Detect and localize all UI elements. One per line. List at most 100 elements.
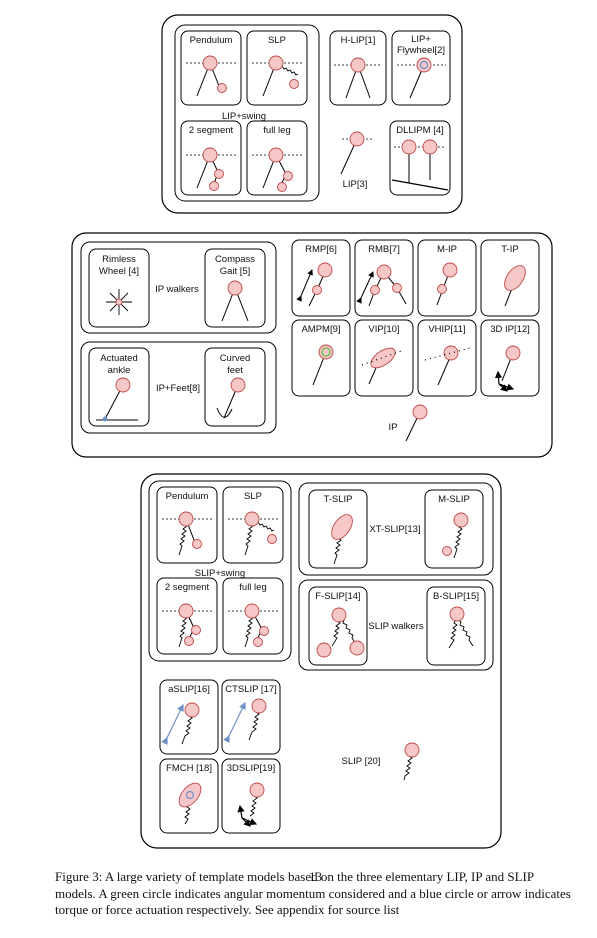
tslip-body — [331, 514, 353, 540]
rmp-label: RMP[6] — [305, 244, 337, 255]
hlip-label: H-LIP[1] — [341, 35, 376, 46]
lip-fullleg-label: full leg — [263, 125, 290, 136]
ip3d-label: 3D IP[12] — [490, 324, 530, 335]
mip-box — [417, 239, 477, 317]
slip-pendulum-label: Pendulum — [166, 491, 209, 502]
bslip-box — [426, 586, 486, 666]
mip-label: M-IP — [437, 244, 457, 255]
dllipm-label: DLLIPM [4] — [396, 125, 444, 136]
tslip-box — [308, 489, 368, 569]
fmch-body — [178, 782, 202, 808]
template-models-figure: Pendulum SLP LIP+swing 2 segment full le… — [71, 14, 553, 849]
tip-label: T-IP — [501, 244, 518, 255]
lip-pendulum-box — [180, 30, 242, 106]
lip-2segment-label: 2 segment — [189, 125, 234, 136]
slip-walkers-frame — [298, 579, 494, 671]
fmch-label: FMCH [18] — [166, 763, 212, 774]
slip-group-frame — [140, 473, 502, 849]
slip-2segment-box — [156, 577, 218, 655]
compass-label-1: Compass — [215, 254, 255, 265]
slip-mass — [404, 742, 420, 758]
compass-label-2: Gait [5] — [220, 266, 251, 277]
com-mass — [202, 55, 218, 71]
ip-label: IP — [389, 422, 398, 433]
lip-swing-label: LIP+swing — [222, 111, 266, 122]
compass-box — [204, 248, 266, 328]
tip-body — [504, 265, 526, 291]
ampm-box — [291, 319, 351, 397]
ip-feet-label: IP+Feet[8] — [156, 383, 200, 394]
fmch-actuation-circle — [185, 790, 195, 800]
bslip-label: B-SLIP[15] — [433, 591, 479, 602]
lip-fullleg-box — [246, 120, 308, 196]
page-number: 13 — [309, 869, 322, 884]
actuated-box — [88, 347, 150, 427]
mslip-box — [424, 489, 484, 569]
actuated-label-2: ankle — [108, 365, 131, 376]
slip3d-box — [221, 758, 281, 834]
lip-pendulum-label: Pendulum — [190, 35, 233, 46]
lip-2segment-box — [180, 120, 242, 196]
ip-mass — [412, 404, 428, 420]
curved-label-1: Curved — [220, 353, 251, 364]
curved-label-2: feet — [227, 365, 243, 376]
slip-label: SLIP [20] — [342, 756, 381, 767]
dllipm-box — [389, 120, 451, 196]
slip-pendulum-box — [156, 486, 218, 564]
rimless-box — [88, 248, 150, 328]
fslip-box — [308, 586, 368, 666]
figure-caption: Figure 3: A large variety of template mo… — [55, 869, 571, 917]
vip-box — [354, 319, 414, 397]
slip-fullleg-label: full leg — [239, 582, 266, 593]
ip-walkers-frame — [80, 241, 277, 334]
lip-label: LIP[3] — [343, 179, 368, 190]
lip-group-frame — [161, 14, 463, 214]
lip-swing-frame — [174, 24, 320, 202]
ctslip-box — [221, 679, 281, 755]
aslip-box — [159, 679, 219, 755]
rimless-label-2: Wheel [4] — [99, 266, 139, 277]
tslip-label: T-SLIP — [323, 494, 352, 505]
vip-body — [370, 347, 396, 369]
slip-group: Pendulum SLP SLIP+swing 2 segment full l… — [140, 473, 502, 849]
actuated-label-1: Actuated — [100, 353, 138, 364]
slip-slp-box — [222, 486, 284, 564]
xtslip-label: XT-SLIP[13] — [369, 524, 420, 535]
lip-slp-box — [246, 30, 308, 106]
curved-box — [204, 347, 266, 427]
slip-fullleg-box — [222, 577, 284, 655]
slip-walkers-label: SLIP walkers — [368, 621, 424, 632]
aslip-label: aSLIP[16] — [168, 684, 210, 695]
ip-group-frame — [71, 232, 553, 458]
rmb-box — [354, 239, 414, 317]
hlip-box — [329, 30, 387, 106]
lip-flywheel-label-2: Flywheel[2] — [397, 45, 445, 56]
mslip-label: M-SLIP — [438, 494, 470, 505]
flywheel-actuation-circle — [419, 60, 429, 70]
fmch-box — [159, 758, 219, 834]
slip-swing-label: SLIP+swing — [195, 568, 245, 579]
lip-flywheel-label-1: LIP+ — [411, 34, 431, 45]
swing-mass — [217, 83, 227, 93]
ampm-momentum-circle — [321, 347, 331, 357]
ip-group: Rimless Wheel [4] IP walkers Compass Gai… — [71, 232, 553, 458]
slip3d-label: 3DSLIP[19] — [227, 763, 276, 774]
tip-box — [480, 239, 540, 317]
ctslip-label: CTSLIP [17] — [225, 684, 277, 695]
rmp-box — [291, 239, 351, 317]
lip-group: Pendulum SLP LIP+swing 2 segment full le… — [161, 14, 463, 214]
rmb-label: RMB[7] — [368, 244, 400, 255]
slip-swing-frame — [148, 480, 292, 662]
ampm-label: AMPM[9] — [301, 324, 340, 335]
rimless-label-1: Rimless — [102, 254, 136, 265]
slip-slp-label: SLP — [244, 491, 262, 502]
ip3d-box — [480, 319, 540, 397]
fslip-label: F-SLIP[14] — [315, 591, 360, 602]
ankle-actuation-circle — [102, 416, 108, 422]
vhip-box — [417, 319, 477, 397]
xtslip-frame — [298, 482, 494, 576]
ip-feet-frame — [80, 341, 277, 434]
slip-2segment-label: 2 segment — [165, 582, 210, 593]
vhip-label: VHIP[11] — [428, 324, 465, 335]
lip-slp-label: SLP — [268, 35, 286, 46]
